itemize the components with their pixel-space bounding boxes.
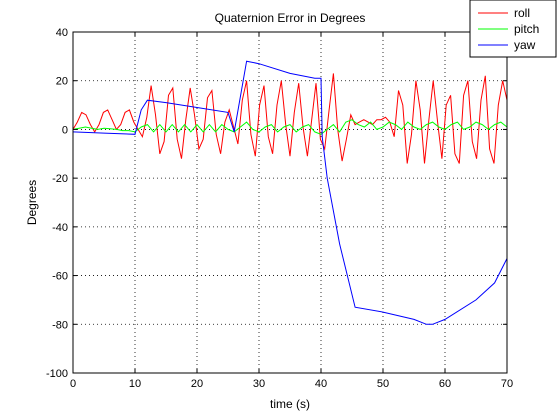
x-axis-label: time (s) (270, 397, 310, 411)
y-tick-label: -60 (52, 271, 68, 283)
axis-ticks: 0 10 20 30 40 50 60 70 40 20 0 -20 -40 -60 -80 -100 (46, 27, 513, 390)
legend: roll pitch yaw (469, 0, 557, 58)
chart-title: Quaternion Error in Degrees (215, 11, 366, 25)
y-tick-label: -100 (46, 368, 68, 380)
x-tick-label: 20 (191, 378, 203, 390)
y-tick-label: -20 (52, 173, 68, 185)
x-tick-label: 0 (70, 378, 76, 390)
x-tick-label: 50 (377, 378, 389, 390)
x-tick-label: 30 (253, 378, 265, 390)
y-tick-label: 40 (56, 27, 68, 39)
x-tick-label: 10 (129, 378, 141, 390)
x-tick-label: 70 (501, 378, 513, 390)
legend-label-yaw: yaw (514, 38, 536, 52)
series-line-yaw (72, 60, 508, 325)
y-tick-label: -80 (52, 319, 68, 331)
y-tick-label: 0 (62, 124, 68, 136)
y-tick-label: -40 (52, 222, 68, 234)
legend-label-roll: roll (514, 6, 530, 20)
series-line-pitch (72, 119, 508, 135)
x-tick-label: 40 (315, 378, 327, 390)
y-axis-label: Degrees (25, 180, 39, 225)
axes-box (72, 31, 508, 374)
series-line-roll (72, 73, 508, 164)
x-tick-label: 60 (439, 378, 451, 390)
plot-series (72, 60, 508, 325)
y-tick-label: 20 (56, 76, 68, 88)
legend-label-pitch: pitch (514, 22, 539, 36)
